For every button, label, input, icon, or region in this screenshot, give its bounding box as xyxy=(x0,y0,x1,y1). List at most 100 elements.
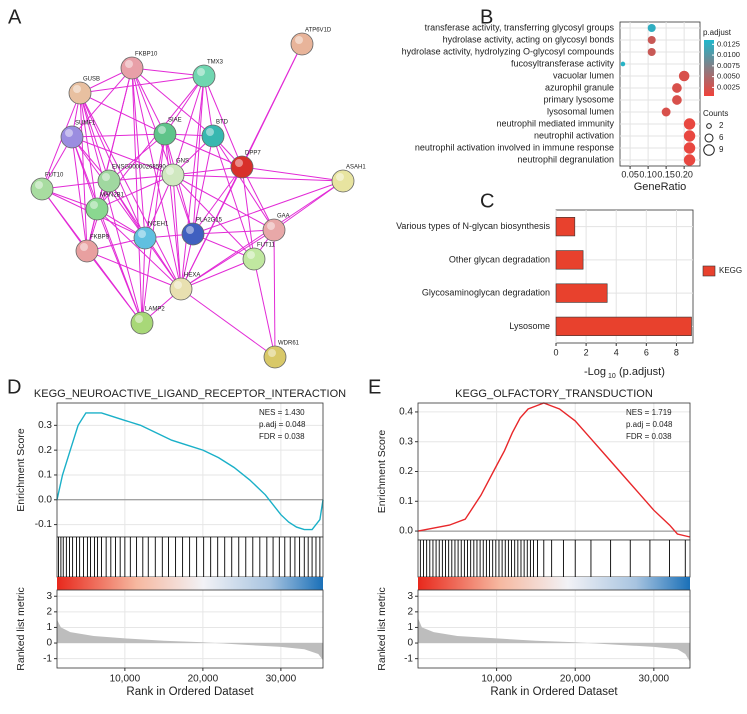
y-tick-label: -1 xyxy=(404,653,413,664)
y-tick-label: Other glycan degradation xyxy=(449,254,550,264)
stat-label: NES = 1.430 xyxy=(259,408,305,417)
x-axis-title: GeneRatio xyxy=(634,181,687,193)
y-tick-label: 3 xyxy=(407,591,413,602)
y-tick-label: neutrophil degranulation xyxy=(517,154,614,164)
x-axis-title: -Log xyxy=(584,366,606,378)
colorbar-label: 0.0025 xyxy=(717,82,740,91)
x-tick-label: 6 xyxy=(644,347,649,357)
colorbar-label: 0.0075 xyxy=(717,61,740,70)
y-axis-title: Enrichment Score xyxy=(15,428,27,512)
y-tick-label: -1 xyxy=(43,653,52,664)
edge xyxy=(172,166,243,176)
metric-area xyxy=(57,619,323,661)
stat-label: NES = 1.719 xyxy=(626,408,672,417)
node xyxy=(30,177,54,201)
y-tick-label: primary lysosome xyxy=(543,94,614,104)
dot xyxy=(683,118,696,130)
dot xyxy=(683,130,696,142)
legend-label: KEGG xyxy=(719,266,742,275)
node-label: WDR61 xyxy=(278,341,300,347)
edge xyxy=(131,67,174,176)
edge xyxy=(41,92,81,190)
node-shine xyxy=(65,129,73,137)
x-tick-label: 2 xyxy=(584,347,589,357)
edge xyxy=(79,92,182,290)
node-shine xyxy=(158,126,166,134)
node-shine xyxy=(73,85,81,93)
x-tick-label: 0.10 xyxy=(639,169,657,179)
y-axis-title: Enrichment Score xyxy=(376,430,388,514)
node-shine xyxy=(35,181,43,189)
y-tick-label: 0.2 xyxy=(38,445,52,456)
node-label: FKBP10 xyxy=(135,52,158,58)
edge xyxy=(79,92,88,252)
edge xyxy=(192,180,344,235)
edge xyxy=(96,208,143,324)
x-tick-label: 10,000 xyxy=(481,674,512,685)
plot-frame xyxy=(56,589,324,669)
node-label: DPP7 xyxy=(245,151,261,157)
edge xyxy=(86,250,143,324)
edge xyxy=(79,92,110,182)
node-shine xyxy=(90,201,98,209)
node-shine xyxy=(166,167,174,175)
y-tick-label: 0 xyxy=(46,638,52,649)
plot-area xyxy=(57,590,323,668)
node-label: NCEH1 xyxy=(148,222,169,228)
node-shine xyxy=(268,349,276,357)
node xyxy=(192,64,216,88)
x-tick-label: 30,000 xyxy=(266,674,297,685)
size-key xyxy=(706,123,712,129)
node-shine xyxy=(138,230,146,238)
edge xyxy=(131,67,146,239)
y-tick-label: hydrolase activity, hydrolyzing O-glycos… xyxy=(402,46,615,56)
node xyxy=(130,311,154,335)
size-key xyxy=(704,133,714,143)
bar xyxy=(555,217,576,237)
legend-key xyxy=(702,265,716,277)
y-tick-label: 1 xyxy=(407,622,413,633)
node-shine xyxy=(174,281,182,289)
y-tick-label: 0.0 xyxy=(399,526,413,537)
edge xyxy=(71,136,143,324)
x-axis-title-sub: 10 xyxy=(608,373,616,380)
panel-letter: E xyxy=(368,376,381,398)
colorbar xyxy=(704,40,714,96)
dot xyxy=(661,107,671,117)
y-tick-label: Various types of N-glycan biosynthesis xyxy=(396,221,550,231)
node-label: SUMF1 xyxy=(75,121,96,127)
node-shine xyxy=(247,251,255,259)
node-label: GAA xyxy=(277,214,290,220)
edge xyxy=(241,166,344,182)
rank-heatmap xyxy=(57,577,323,590)
edge xyxy=(86,250,182,290)
x-tick-label: 10,000 xyxy=(110,674,141,685)
node-shine xyxy=(197,68,205,76)
node-shine xyxy=(135,315,143,323)
y-tick-label: transferase activity, transferring glyco… xyxy=(425,22,615,32)
plot-area xyxy=(418,590,690,668)
dot xyxy=(672,83,682,93)
edge xyxy=(212,135,275,231)
edge xyxy=(164,133,182,290)
node xyxy=(230,155,254,179)
edge xyxy=(79,92,166,135)
colorbar-label: 0.0100 xyxy=(717,50,740,59)
y-tick-label: -0.1 xyxy=(35,519,53,530)
node xyxy=(161,163,185,187)
node xyxy=(262,218,286,242)
edge xyxy=(79,92,143,324)
y-tick-label: 0.1 xyxy=(399,496,413,507)
stat-label: p.adj = 0.048 xyxy=(626,420,673,429)
node-shine xyxy=(206,128,214,136)
edge xyxy=(172,75,205,176)
node xyxy=(120,56,144,80)
edge xyxy=(71,133,166,138)
node-label: ATP6V1D xyxy=(305,28,332,34)
edge xyxy=(71,67,133,138)
bar xyxy=(555,316,692,336)
node xyxy=(60,125,84,149)
y-tick-label: 2 xyxy=(407,606,413,617)
y-axis-title: Ranked list metric xyxy=(376,587,388,670)
